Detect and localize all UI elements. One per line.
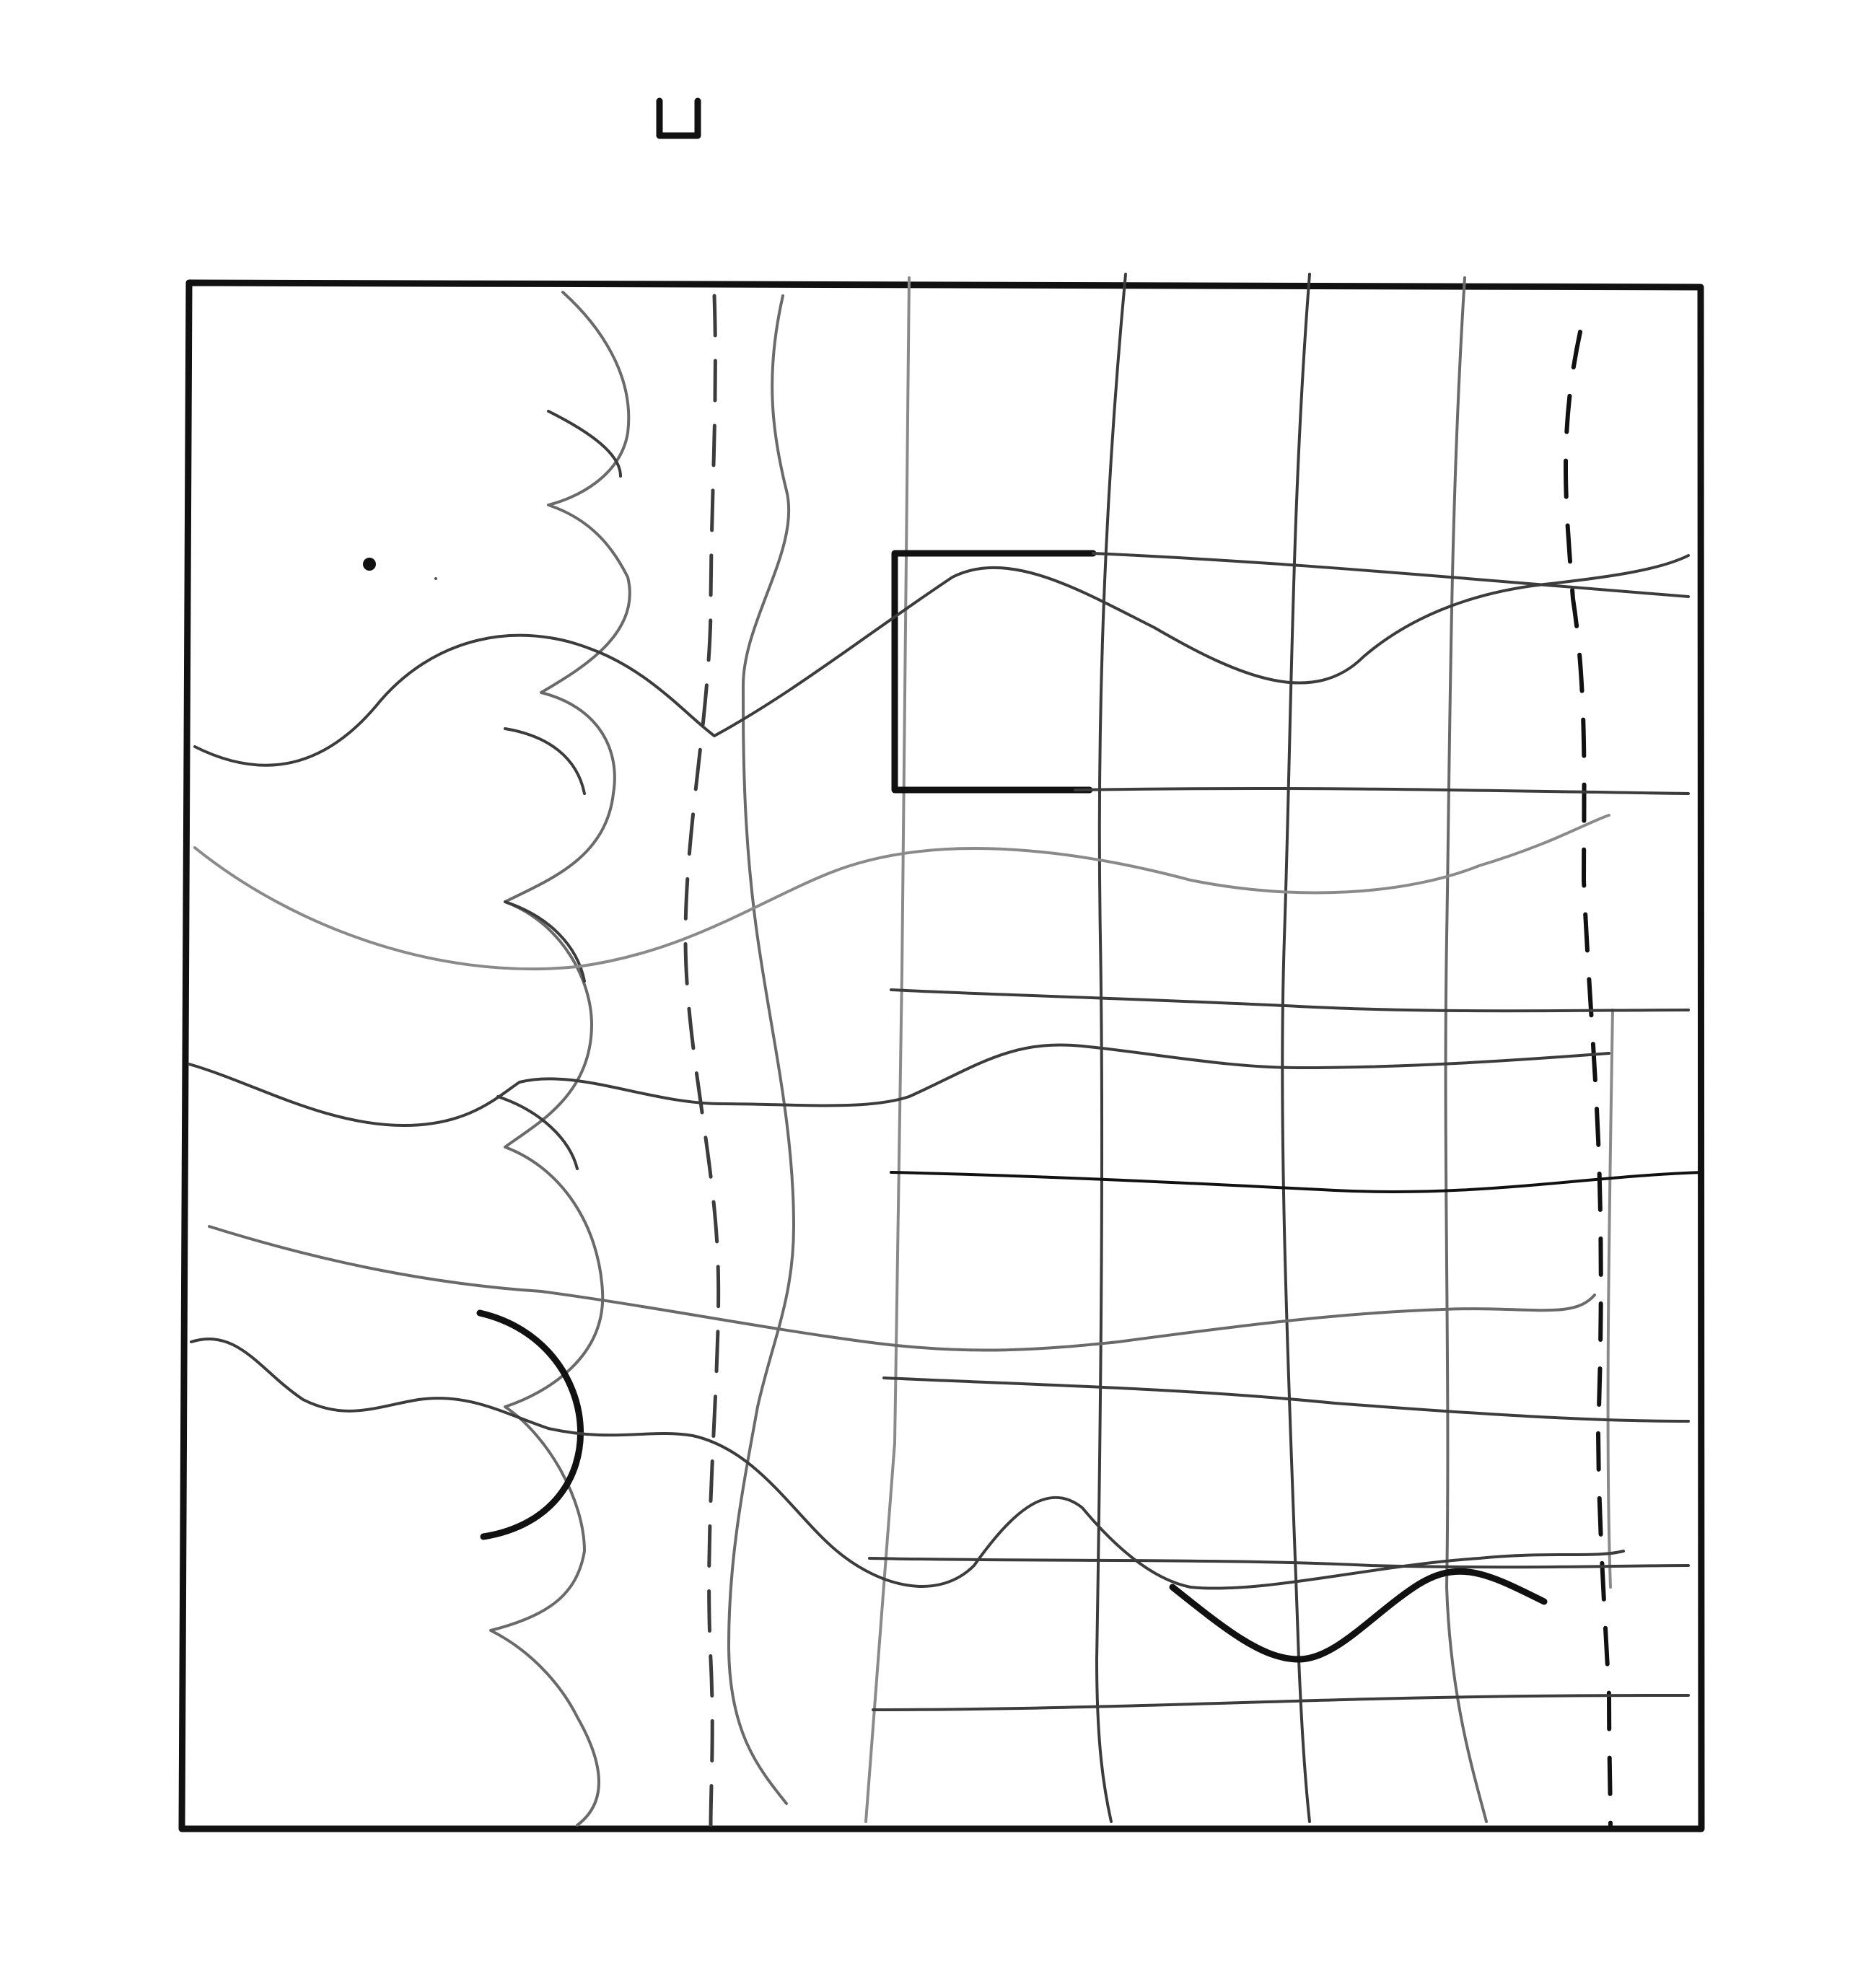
wavy-line-3 <box>188 1043 1610 1127</box>
wavy-line-2 <box>193 814 1610 971</box>
grid-horizontal-7 <box>872 1694 1690 1711</box>
wavy-line-5 <box>190 1338 1625 1590</box>
scallop-stub-4 <box>496 1095 579 1170</box>
grid-vertical-1 <box>864 276 911 1823</box>
dashed-line-right <box>1564 330 1613 1827</box>
grid-vertical-3 <box>1281 273 1311 1823</box>
scallop-stub-2 <box>504 727 586 795</box>
small-dot <box>434 577 437 580</box>
wavy-vertical-line <box>727 294 795 1805</box>
dot-marker <box>363 558 376 571</box>
scallop-stub-1 <box>547 410 622 478</box>
thick-semicircle <box>476 1309 584 1540</box>
thick-rectangle <box>891 550 1097 794</box>
grid-horizontal-4 <box>890 1171 1704 1194</box>
thick-wave <box>1169 1568 1548 1663</box>
grid-vertical-5 <box>1606 1009 1614 1589</box>
grid-horizontal-3 <box>890 988 1690 1013</box>
grid-vertical-4 <box>1444 276 1488 1823</box>
dashed-line-left <box>683 294 721 1827</box>
outer-frame <box>178 279 1705 1832</box>
grid-horizontal-2 <box>1074 786 1690 795</box>
grid-horizontal-6 <box>868 1557 1690 1569</box>
scallop-stub-3 <box>504 900 586 983</box>
grid-horizontal-5 <box>882 1376 1690 1423</box>
wavy-line-1 <box>193 554 1690 767</box>
scalloped-boundary <box>489 291 631 1827</box>
wavy-line-4 <box>208 1225 1596 1352</box>
top-bracket-mark <box>656 97 701 139</box>
grid-vertical-2 <box>1095 273 1127 1823</box>
grid-horizontal-1 <box>1092 552 1690 598</box>
